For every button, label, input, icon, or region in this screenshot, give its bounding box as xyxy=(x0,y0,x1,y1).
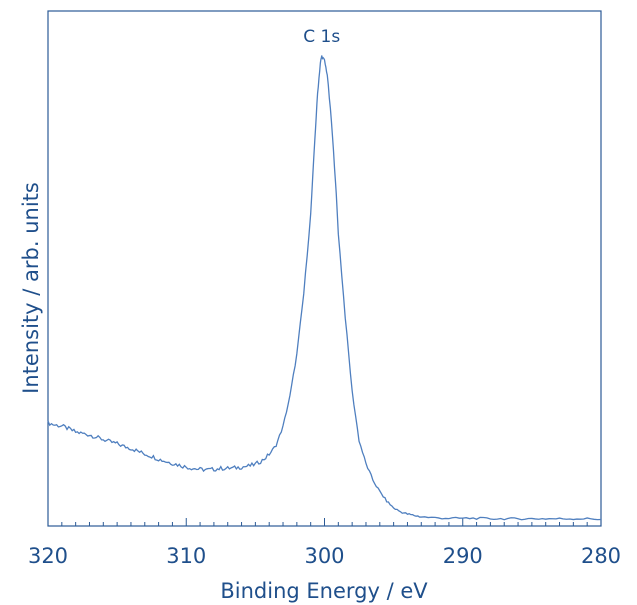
x-axis-ticks xyxy=(47,518,602,526)
x-tick-label: 280 xyxy=(581,544,621,568)
c1s-spectrum-line xyxy=(47,55,602,521)
x-tick-label: 300 xyxy=(304,544,344,568)
peak-label-c1s: C 1s xyxy=(303,27,340,47)
plot-frame xyxy=(47,10,602,527)
x-axis-tick-labels: 320 310 300 290 280 xyxy=(28,544,621,568)
x-axis-title: Binding Energy / eV xyxy=(220,579,428,603)
x-tick-label: 310 xyxy=(166,544,206,568)
x-tick-label: 320 xyxy=(28,544,68,568)
y-axis-title: Intensity / arb. units xyxy=(19,182,43,394)
x-tick-label: 290 xyxy=(443,544,483,568)
